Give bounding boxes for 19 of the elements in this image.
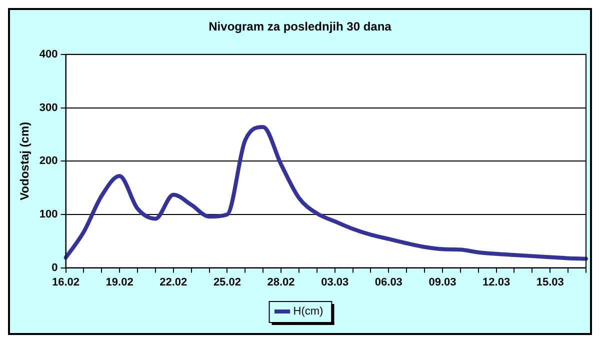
line-series: [64, 124, 588, 261]
chart-title: Nivogram za poslednjih 30 dana: [208, 20, 392, 34]
y-tick-label: 400: [39, 48, 58, 60]
x-tick-label: 22.02: [160, 276, 188, 288]
legend-label: H(cm): [293, 306, 324, 318]
x-tick-label: 25.02: [213, 276, 241, 288]
x-tick-label: 06.03: [374, 276, 402, 288]
x-tick-label: 19.02: [106, 276, 134, 288]
y-tick-label: 200: [39, 155, 58, 168]
y-axis-title: Vodostaj (cm): [18, 122, 32, 200]
x-tick-label: 09.03: [428, 276, 456, 288]
x-tick-label: 12.03: [482, 276, 510, 288]
x-tick-label: 03.03: [321, 276, 349, 288]
y-tick-label: 300: [39, 102, 58, 114]
x-tick-label: 16.02: [52, 276, 80, 288]
y-tick-label: 0: [52, 262, 58, 274]
x-tick-label: 28.02: [267, 276, 295, 288]
x-tick-label: 15.03: [536, 276, 564, 288]
y-tick-label: 100: [39, 208, 58, 220]
